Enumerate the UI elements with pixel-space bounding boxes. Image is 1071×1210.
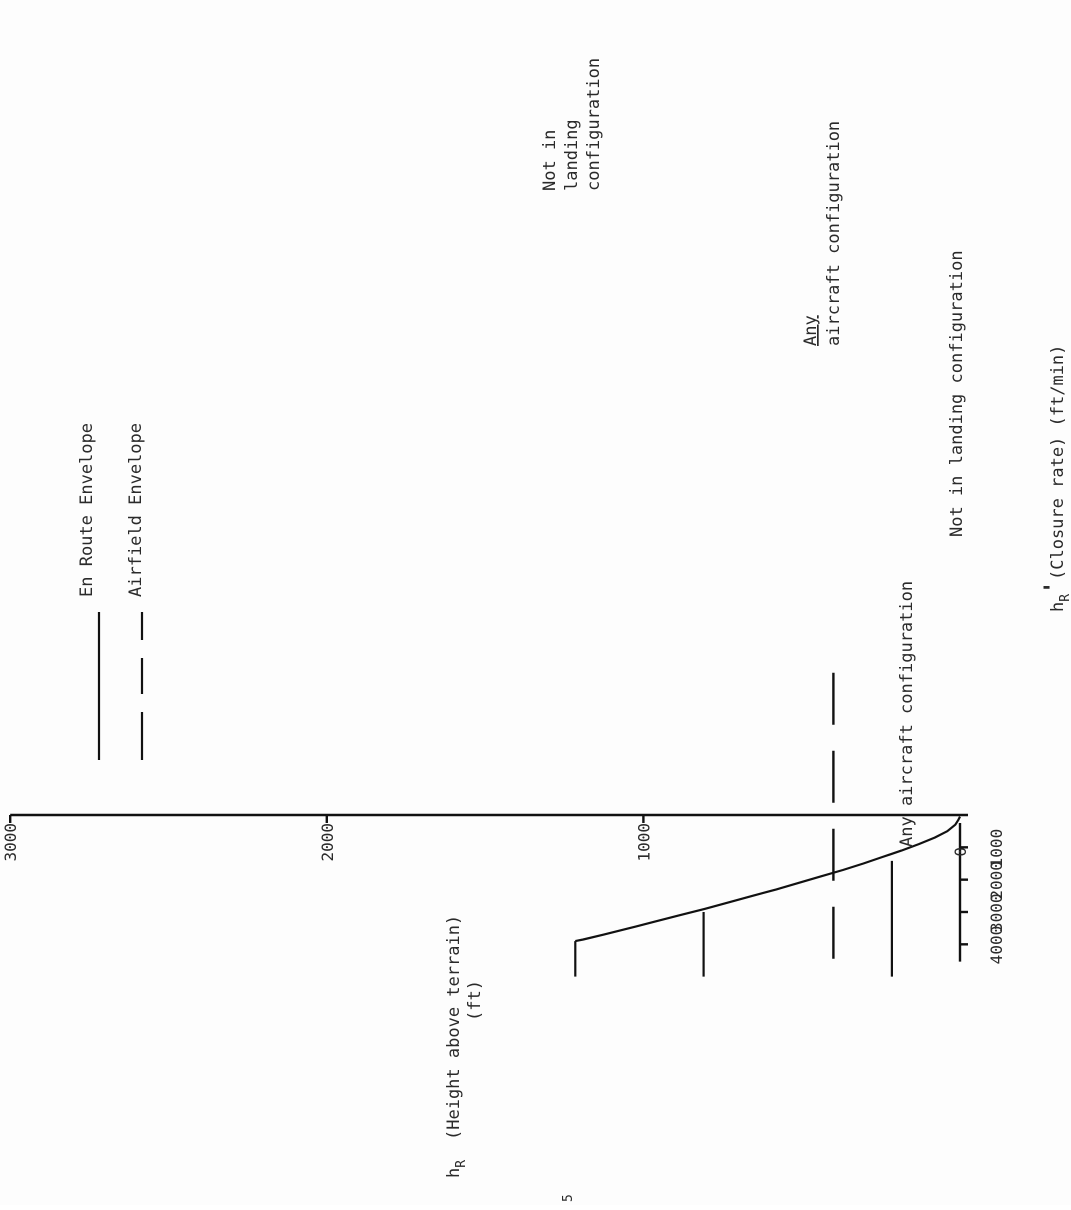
data-series [574, 672, 961, 977]
height-tick-label-2000: 2000 [318, 823, 337, 862]
height-tick-label-0: 0 [951, 847, 970, 857]
x-axis-label-symbol: hR [1048, 594, 1071, 612]
annotation-not-in-landing-1: Not in [540, 130, 560, 191]
annotation-any-aircraft-upper-2: aircraft configuration [824, 121, 844, 346]
closure-tick-label-2000: 2000 [987, 861, 1006, 900]
y-axis-label-line1: (Height above terrain) [444, 915, 464, 1140]
y-axis-label-symbol: hR [444, 1160, 469, 1178]
annotations: Not in landing configuration Any aircraf… [540, 58, 967, 847]
legend: En Route Envelope Airfield Envelope [77, 423, 146, 760]
closure-tick-label-1000: 1000 [987, 829, 1006, 868]
legend-label-en-route: En Route Envelope [77, 423, 97, 597]
y-axis-label: hR (Height above terrain) (ft) [444, 915, 485, 1178]
height-tick-label-1000: 1000 [634, 823, 653, 862]
closure-tick-label-3000: 3000 [987, 893, 1006, 932]
height-tick-label-3000: 3000 [1, 823, 20, 862]
series-en-route-segment-0 [575, 816, 961, 943]
annotation-not-in-landing-2: landing [562, 119, 582, 191]
legend-label-airfield: Airfield Envelope [126, 423, 146, 597]
x-axis-label-mark: ' [1041, 581, 1066, 594]
x-axis-label-text: (Closure rate) (ft/min) [1048, 345, 1068, 580]
x-axis-label: hR ' (Closure rate) (ft/min) [1041, 345, 1071, 612]
y-axis-label-line2: (ft) [465, 980, 485, 1021]
annotation-any-aircraft-lower: Any aircraft configuration [897, 581, 917, 847]
annotation-not-in-landing-3: configuration [584, 58, 604, 191]
annotation-any-aircraft-upper-1: Any [801, 315, 821, 346]
annotation-not-in-landing-lower: Not in landing configuration [947, 250, 967, 537]
footer-page-mark: 5 [561, 1194, 576, 1202]
closure-tick-label-4000: 4000 [987, 926, 1006, 965]
